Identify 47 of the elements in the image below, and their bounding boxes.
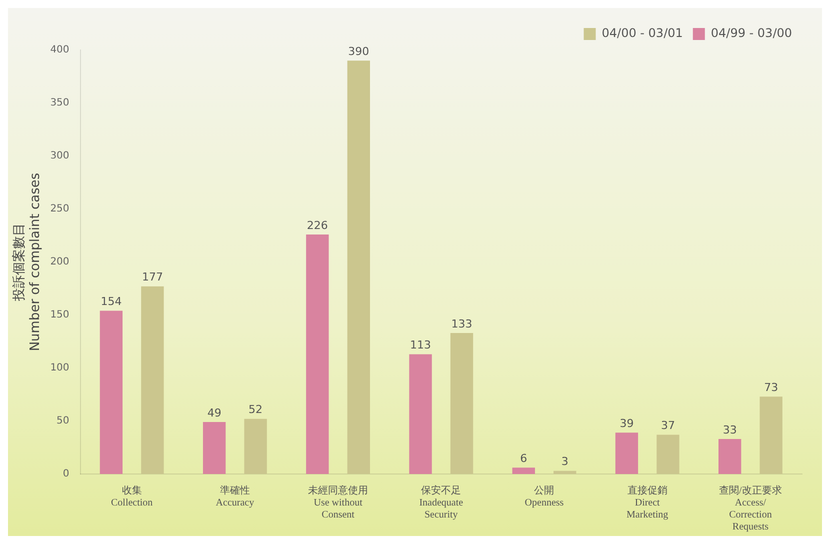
bar [450,333,474,474]
y-tick-label: 300 [50,150,70,162]
data-label: 226 [306,218,328,232]
bar [202,422,226,474]
data-label: 73 [764,380,778,394]
bar [656,434,680,474]
data-label: 37 [660,419,675,432]
data-label: 3 [561,455,568,468]
data-label: 6 [520,452,528,465]
data-label: 133 [451,317,472,330]
data-label: 113 [410,338,432,352]
bar [347,60,370,474]
y-tick-label: 200 [50,256,70,268]
x-tick-label: 收集 Collection [111,484,153,509]
data-label: 39 [620,417,634,430]
data-label: 33 [722,423,737,436]
bar [512,468,535,474]
y-tick-label: 350 [50,98,70,109]
y-tick-label: 150 [50,310,70,321]
x-tick-label: 準確性 Accuracy [216,484,254,509]
x-tick-label: 查閱/改正要求 Access/ Correction Requests [719,484,782,533]
bar [718,439,742,474]
bar [760,396,782,474]
data-label: 49 [207,406,222,420]
y-tick-label: 250 [50,204,70,215]
y-axis-title: 投訴個案數目 Number of complaint cases [11,172,43,352]
data-label: 52 [248,403,263,416]
data-label: 390 [348,44,370,58]
bar [141,286,164,474]
y-tick-label: 400 [50,44,70,56]
bar [244,418,267,474]
bar [100,310,123,474]
bar [306,234,329,474]
legend-label: 04/00 - 03/01 [602,26,683,40]
x-tick-label: 保安不足 Inadequate Security [419,484,464,521]
y-tick-label: 100 [50,362,70,374]
x-tick-label: 公開 Openness [524,484,564,509]
x-tick-label: 直接促銷 Direct Marketing [626,484,668,521]
data-label: 177 [142,270,163,284]
y-tick-label: 0 [62,468,70,480]
data-label: 154 [100,295,122,308]
x-tick-label: 未經同意使用 Use without Consent [308,484,368,521]
bar [615,432,638,474]
legend-label: 04/99 - 03/00 [710,26,792,40]
y-tick-label: 50 [56,416,70,427]
bar [554,470,576,474]
bar [409,354,432,474]
